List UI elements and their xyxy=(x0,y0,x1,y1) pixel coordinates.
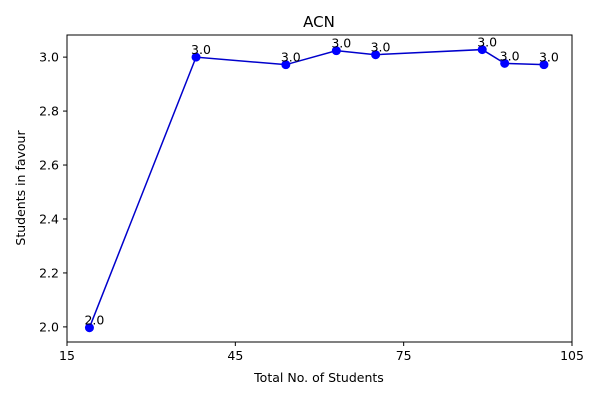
chart-title: ACN xyxy=(303,13,335,31)
y-tick-label: 2.6 xyxy=(39,158,59,173)
data-point xyxy=(191,52,201,62)
data-label: 3.0 xyxy=(191,42,211,57)
y-tick-label: 2.8 xyxy=(39,104,59,119)
data-label: 3.0 xyxy=(539,50,559,65)
data-point xyxy=(331,46,341,56)
data-label: 3.0 xyxy=(331,36,351,51)
data-point xyxy=(500,58,510,68)
data-label: 3.0 xyxy=(281,50,301,65)
x-tick-label: 45 xyxy=(227,348,243,363)
data-label: 3.0 xyxy=(371,40,391,55)
x-tick-label: 15 xyxy=(59,348,75,363)
y-tick-label: 2.0 xyxy=(39,319,59,334)
data-point xyxy=(477,45,487,55)
data-label: 2.0 xyxy=(84,313,104,328)
plot-frame xyxy=(66,34,573,343)
data-point xyxy=(84,323,94,333)
data-point xyxy=(539,60,549,70)
data-point xyxy=(281,60,291,70)
y-tick-label: 2.4 xyxy=(39,211,59,226)
y-axis-label: Students in favour xyxy=(13,130,28,246)
data-point xyxy=(371,50,381,60)
y-tick-label: 2.2 xyxy=(39,265,59,280)
y-axis: 2.0 2.2 2.4 2.6 2.8 3.0 xyxy=(39,50,67,334)
x-axis: 15 45 75 105 xyxy=(59,342,584,363)
x-axis-label: Total No. of Students xyxy=(253,370,384,385)
x-tick-label: 105 xyxy=(560,348,584,363)
series-line xyxy=(88,48,544,328)
y-tick-label: 3.0 xyxy=(39,50,59,65)
data-label: 3.0 xyxy=(500,48,520,63)
plot-area: 2.03.03.03.0 3.0 3.03.0 3.0 xyxy=(84,35,559,333)
x-tick-label: 75 xyxy=(396,348,412,363)
data-label: 3.0 xyxy=(477,35,497,50)
